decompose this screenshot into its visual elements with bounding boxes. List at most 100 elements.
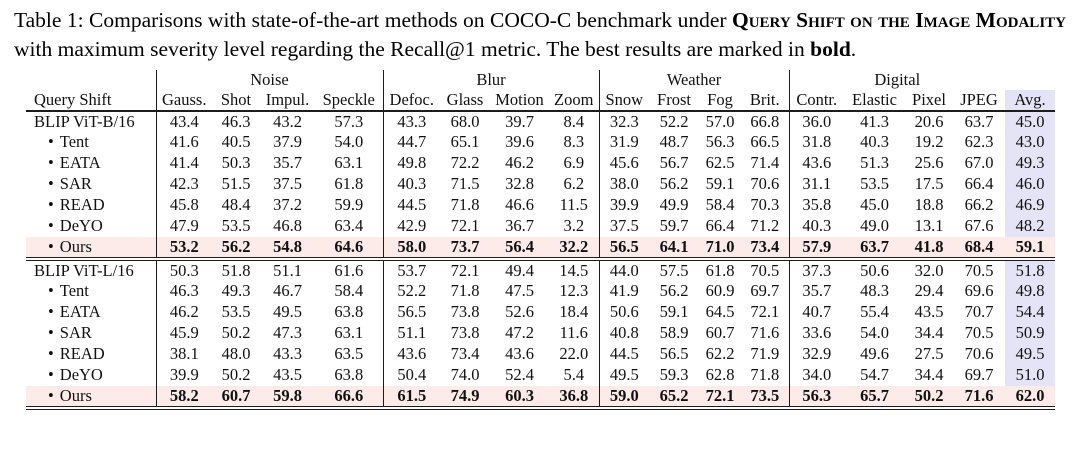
column-header-snow: Snow [598, 89, 649, 112]
value-cell: 27.5 [914, 344, 944, 364]
method-cell: • Tent [26, 132, 156, 153]
value-cell: 52.6 [505, 302, 534, 322]
value-cell: 37.2 [273, 195, 302, 215]
value-cell: 49.9 [659, 195, 689, 215]
value-cell: 22.0 [559, 344, 589, 364]
value-cell: 41.8 [905, 236, 953, 259]
value-cell: 63.8 [334, 302, 364, 322]
value-cell: 66.4 [705, 216, 735, 236]
value-cell: 67.0 [964, 153, 994, 173]
value-cell: 35.8 [788, 194, 844, 216]
value-cell: 39.9 [598, 194, 649, 216]
value-cell: 71.6 [953, 385, 1005, 408]
value-cell: 46.2 [155, 301, 212, 323]
value-cell: 71.9 [750, 344, 780, 364]
value-cell: 31.9 [598, 131, 649, 153]
value-cell: 43.6 [788, 152, 844, 174]
value-cell: 63.1 [334, 153, 364, 173]
value-cell: 40.3 [788, 215, 844, 237]
column-header-query-shift: Query Shift [26, 89, 156, 112]
value-cell: 62.2 [705, 344, 735, 364]
value-cell: 71.8 [750, 365, 780, 385]
value-cell: 8.3 [563, 132, 585, 152]
value-cell: 57.9 [788, 236, 844, 259]
value-cell: 47.5 [505, 281, 534, 301]
value-cell: 44.0 [598, 256, 649, 281]
method-cell: • DeYO [26, 365, 156, 386]
table-row: BLIP ViT-B/16 43.4 46.3 43.2 57.3 43.3 68.0 39.… [26, 110, 1055, 132]
value-cell: 59.9 [334, 195, 364, 215]
method-label: DeYO [59, 365, 103, 385]
value-cell: 17.5 [914, 174, 944, 194]
value-cell: 70.5 [964, 323, 994, 343]
value-cell: 41.3 [860, 111, 889, 131]
value-cell: 49.5 [598, 364, 649, 386]
value-cell: 70.5 [953, 256, 1005, 281]
method-cell: BLIP ViT-L/16 [26, 256, 156, 281]
value-cell: 72.1 [450, 216, 480, 236]
value-cell: 50.2 [905, 385, 953, 408]
table-row: • DeYO 39.9 50.2 43.5 63.8 50.4 74.0 52.4 5.4 49.5… [26, 364, 1055, 386]
value-cell: 51.0 [1005, 364, 1055, 386]
value-cell: 71.8 [450, 195, 480, 215]
value-cell: 19.2 [914, 132, 944, 152]
value-cell: 66.2 [964, 195, 994, 215]
value-cell: 35.7 [273, 153, 302, 173]
bullet-icon: • [48, 281, 54, 301]
value-cell: 31.1 [788, 173, 844, 195]
value-cell: 45.8 [155, 194, 212, 216]
value-cell: 43.4 [155, 110, 212, 132]
value-cell: 70.5 [741, 256, 789, 281]
value-cell: 65.7 [844, 385, 905, 408]
value-cell: 33.6 [788, 322, 844, 344]
value-cell: 58.0 [382, 236, 440, 259]
value-cell: 58.9 [659, 323, 689, 343]
value-cell: 73.8 [450, 302, 480, 322]
column-header-gauss: Gauss. [155, 89, 212, 112]
bullet-icon: • [48, 385, 54, 405]
value-cell: 34.4 [914, 365, 944, 385]
value-cell: 61.8 [699, 256, 741, 281]
value-cell: 65.2 [649, 385, 699, 408]
value-cell: 65.1 [450, 132, 480, 152]
group-header-noise: Noise [155, 69, 383, 90]
method-cell: • SAR [26, 323, 156, 344]
value-cell: 66.8 [750, 111, 780, 131]
caption-text-1: Table 1: Comparisons with state-of-the-a… [14, 8, 732, 32]
value-cell: 71.0 [699, 236, 741, 259]
value-cell: 56.2 [659, 281, 689, 301]
value-cell: 45.0 [1005, 110, 1055, 132]
bullet-icon: • [48, 323, 54, 343]
value-cell: 46.7 [273, 281, 302, 301]
group-header-row: Noise Blur Weather Digital [26, 69, 1055, 90]
value-cell: 47.3 [273, 323, 302, 343]
value-cell: 71.4 [750, 153, 780, 173]
table-row: • READ 38.1 48.0 43.3 63.5 43.6 73.4 43.6 22.0 44.… [26, 343, 1055, 365]
value-cell: 70.6 [964, 344, 994, 364]
method-cell: • EATA [26, 302, 156, 323]
value-cell: 42.9 [382, 215, 440, 237]
value-cell: 64.5 [705, 302, 735, 322]
value-cell: 56.3 [788, 385, 844, 408]
bullet-icon: • [48, 365, 54, 385]
table-row: • Tent 46.3 49.3 46.7 58.4 52.2 71.8 47.5 12.3 41.… [26, 280, 1055, 302]
value-cell: 56.3 [705, 132, 735, 152]
value-cell: 74.0 [450, 365, 480, 385]
bullet-icon: • [48, 132, 54, 152]
value-cell: 48.0 [221, 344, 251, 364]
value-cell: 40.3 [382, 173, 440, 195]
value-cell: 47.2 [505, 323, 534, 343]
value-cell: 35.7 [788, 280, 844, 302]
value-cell: 46.3 [155, 280, 212, 302]
value-cell: 62.0 [1005, 385, 1055, 408]
value-cell: 37.9 [273, 132, 302, 152]
value-cell: 8.4 [563, 111, 585, 131]
value-cell: 60.3 [490, 385, 549, 408]
value-cell: 41.4 [155, 152, 212, 174]
value-cell: 61.6 [315, 256, 383, 281]
table-row: • Tent 41.6 40.5 37.9 54.0 44.7 65.1 39.6 8.3 31.9… [26, 131, 1055, 153]
value-cell: 72.2 [450, 153, 480, 173]
value-cell: 49.3 [221, 281, 251, 301]
value-cell: 39.6 [505, 132, 534, 152]
value-cell: 45.6 [598, 152, 649, 174]
